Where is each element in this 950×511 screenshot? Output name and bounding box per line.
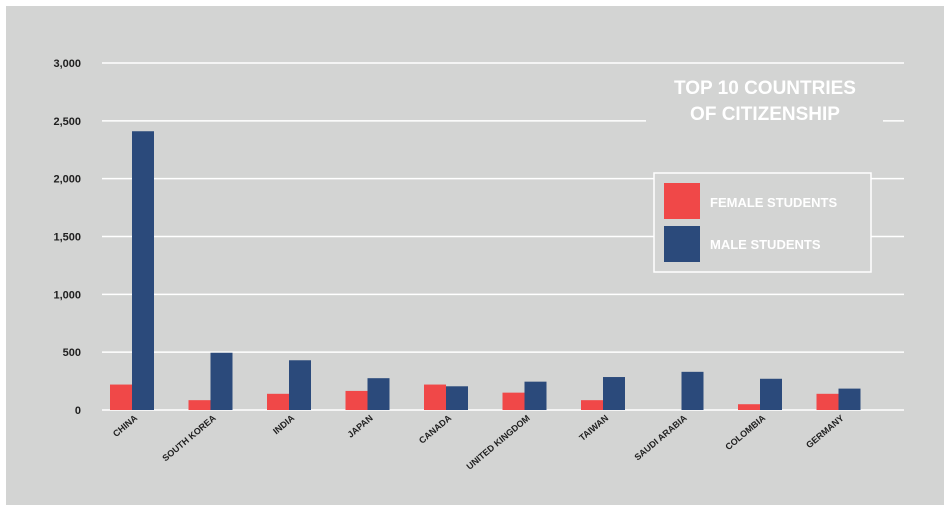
x-tick-label: INDIA bbox=[271, 413, 297, 437]
bar-female-china bbox=[110, 384, 132, 410]
y-tick-label: 500 bbox=[63, 347, 81, 359]
bar-female-taiwan bbox=[581, 400, 603, 410]
chart-title-line-1: TOP 10 COUNTRIES bbox=[674, 78, 856, 99]
x-tick-label: SAUDI ARABIA bbox=[632, 413, 689, 463]
y-tick-label: 2,500 bbox=[53, 116, 81, 128]
y-tick-label: 3,000 bbox=[53, 58, 81, 70]
bar-male-germany bbox=[838, 388, 861, 410]
bar-male-japan bbox=[367, 378, 390, 410]
y-tick-label: 1,500 bbox=[53, 232, 81, 244]
bar-female-south-korea bbox=[188, 400, 211, 410]
bar-female-germany bbox=[816, 393, 839, 410]
y-axis-ticks: 0 500 1,000 1,500 2,000 2,500 3,000 bbox=[53, 58, 81, 417]
bar-male-taiwan bbox=[603, 377, 625, 410]
x-tick-label: GERMANY bbox=[804, 413, 846, 450]
chart-title: TOP 10 COUNTRIES OF CITIZENSHIP bbox=[646, 70, 883, 136]
x-axis-ticks: CHINA SOUTH KOREA INDIA JAPAN CANADA UNITED K… bbox=[111, 413, 846, 472]
bar-male-china bbox=[132, 131, 154, 410]
y-tick-label: 1,000 bbox=[53, 289, 81, 301]
chart-title-line-2: OF CITIZENSHIP bbox=[690, 104, 840, 125]
x-tick-label: CANADA bbox=[417, 413, 454, 446]
bar-male-colombia bbox=[760, 378, 782, 410]
grid-lines bbox=[102, 62, 904, 411]
y-tick-label: 2,000 bbox=[53, 174, 81, 186]
bar-female-colombia bbox=[738, 404, 760, 410]
x-tick-label: TAIWAN bbox=[577, 413, 610, 443]
x-tick-label: UNITED KINGDOM bbox=[464, 413, 531, 472]
x-tick-label: CHINA bbox=[111, 413, 140, 439]
x-tick-label: SOUTH KOREA bbox=[160, 413, 218, 464]
legend: FEMALE STUDENTS MALE STUDENTS bbox=[653, 172, 872, 273]
bar-male-canada bbox=[446, 386, 468, 410]
bar-female-japan bbox=[345, 390, 368, 410]
x-tick-label: COLOMBIA bbox=[723, 413, 767, 452]
x-tick-label: JAPAN bbox=[345, 413, 374, 440]
chart-panel: 0 500 1,000 1,500 2,000 2,500 3,000 CHINA SOUTH… bbox=[6, 6, 944, 505]
legend-swatch-female bbox=[664, 183, 700, 219]
bar-male-india bbox=[289, 360, 311, 410]
legend-swatch-male bbox=[664, 226, 700, 262]
bar-male-south-korea bbox=[210, 352, 233, 410]
y-tick-label: 0 bbox=[75, 405, 81, 417]
bar-male-saudi-arabia bbox=[681, 371, 704, 410]
legend-label-male: MALE STUDENTS bbox=[710, 237, 821, 252]
bar-chart: 0 500 1,000 1,500 2,000 2,500 3,000 CHINA SOUTH… bbox=[53, 58, 904, 472]
bars bbox=[110, 131, 861, 410]
bar-male-united-kingdom bbox=[524, 381, 547, 410]
bar-female-canada bbox=[424, 384, 446, 410]
legend-label-female: FEMALE STUDENTS bbox=[710, 195, 837, 210]
bar-female-india bbox=[267, 393, 289, 410]
bar-female-united-kingdom bbox=[502, 392, 525, 410]
